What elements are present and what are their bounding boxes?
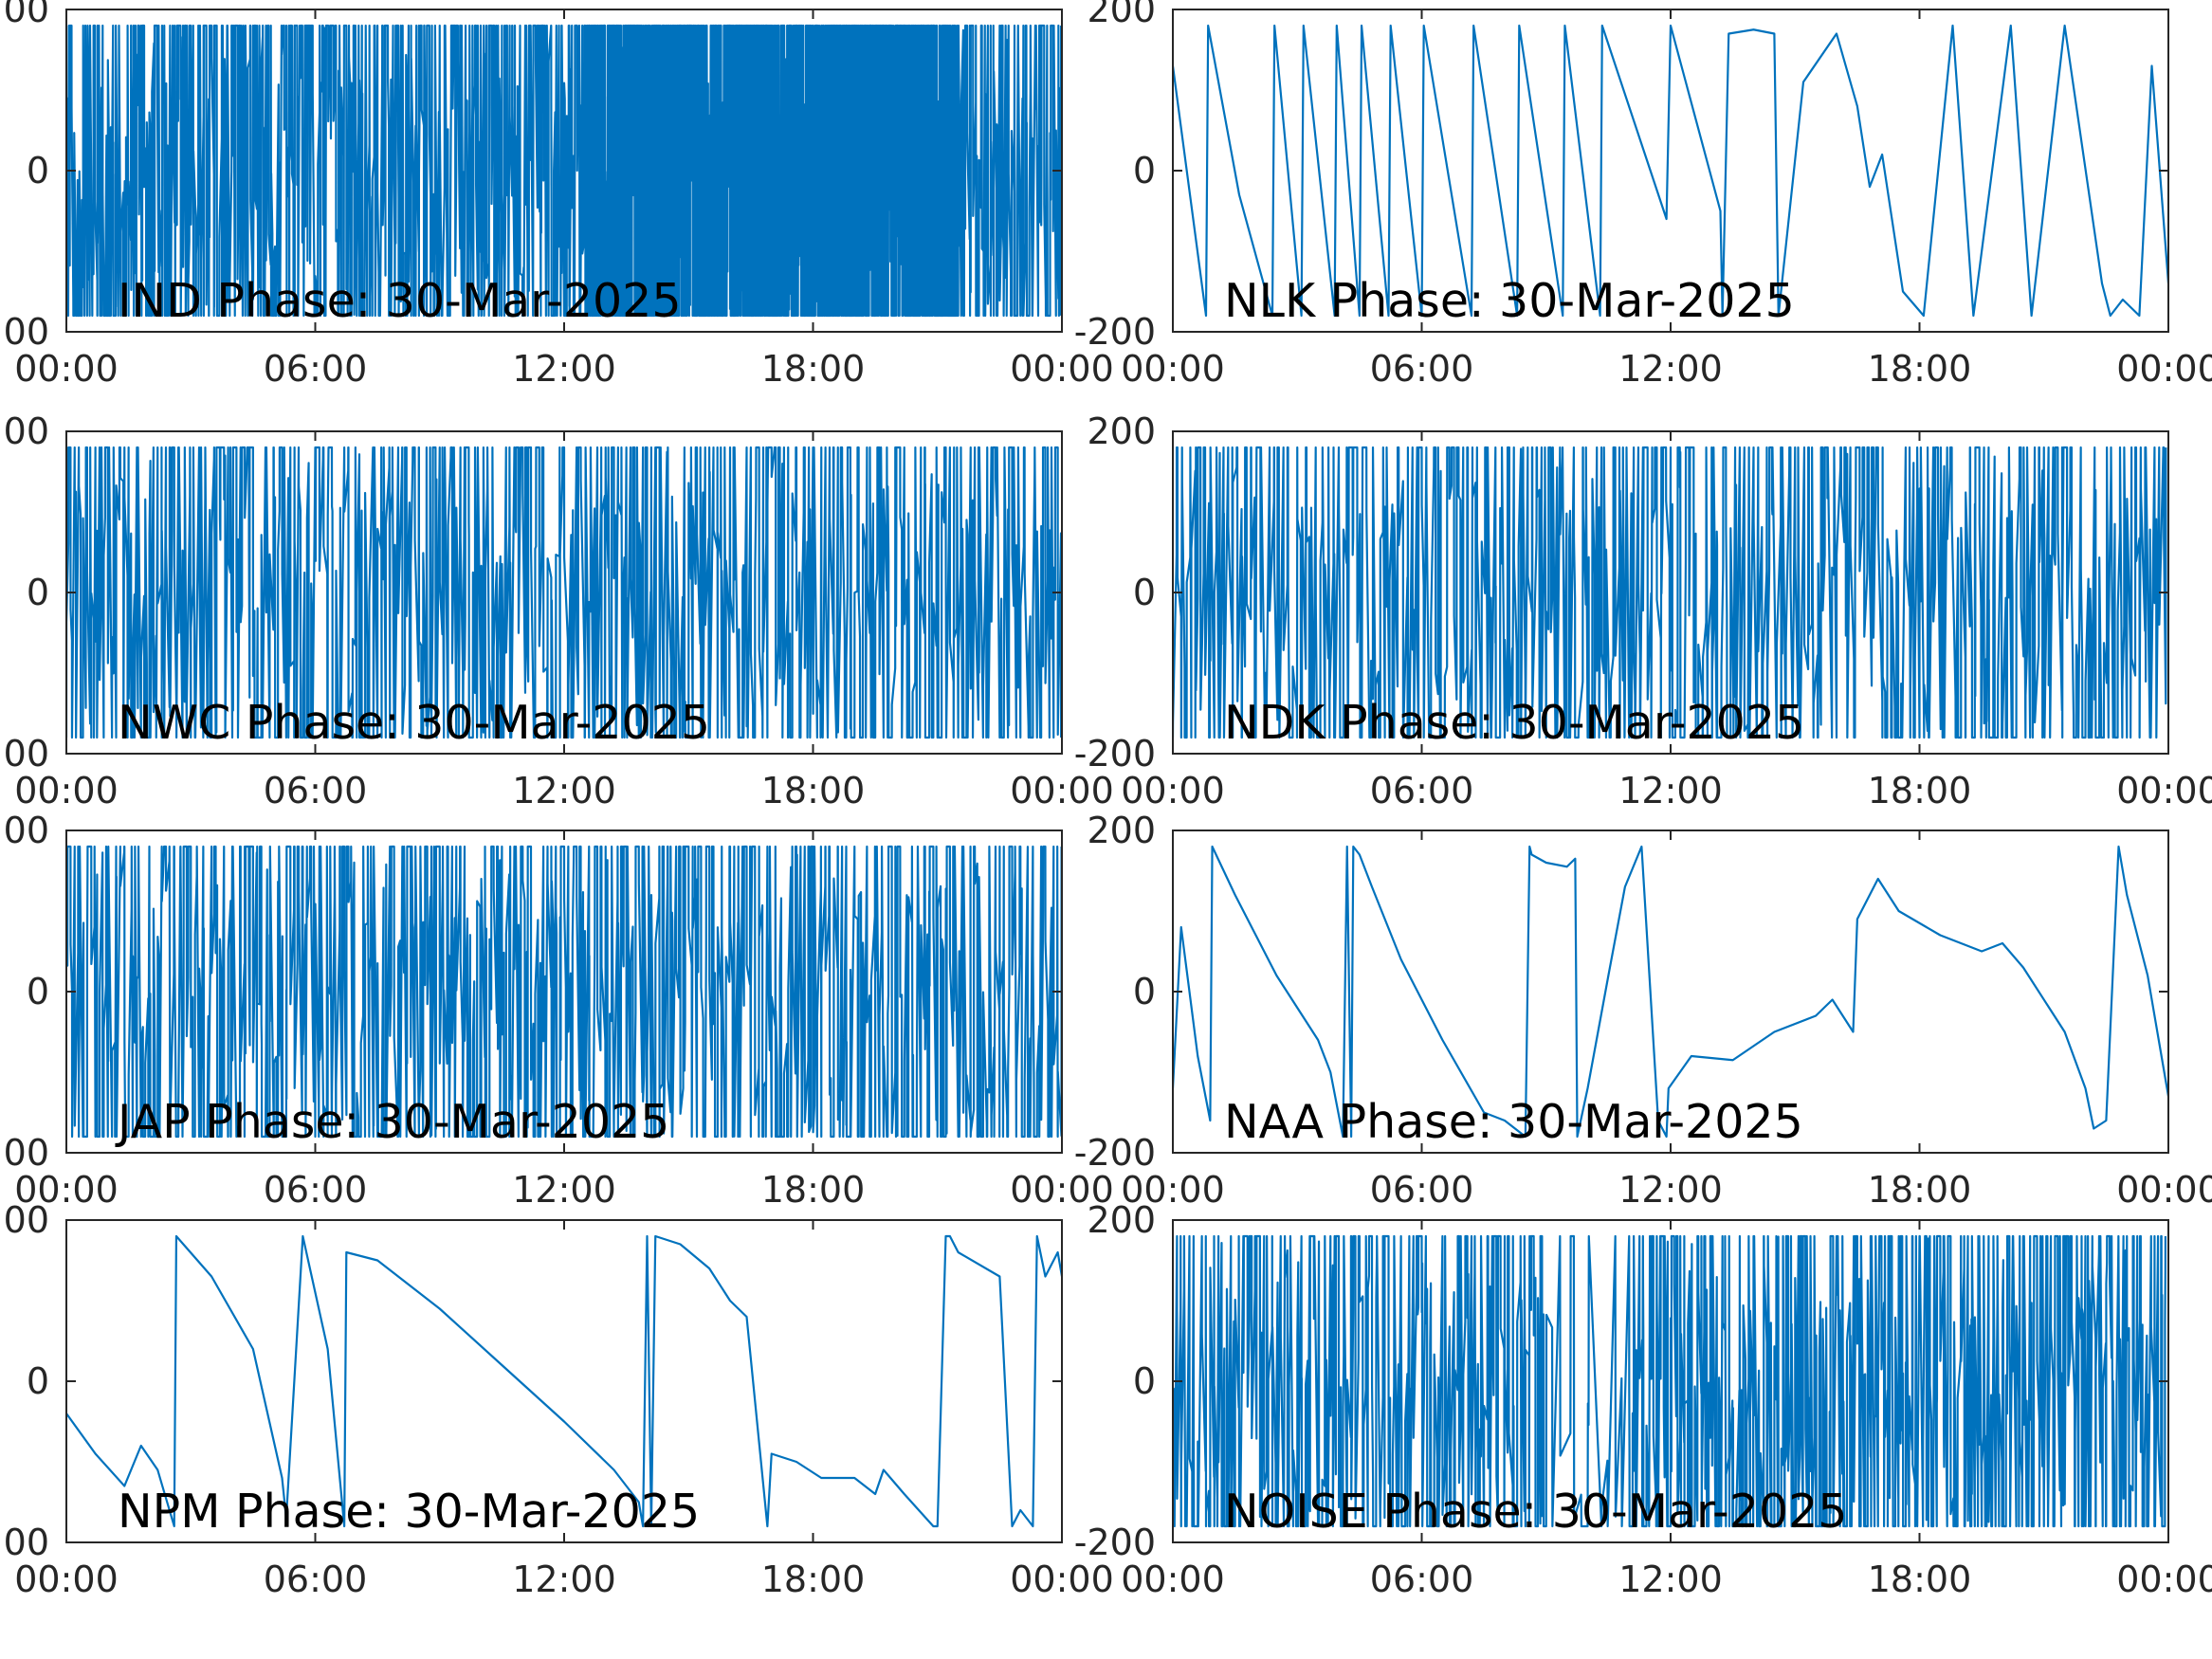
x-tick-label: 00:00 (1010, 770, 1114, 811)
y-tick-label: 0 (1133, 150, 1156, 191)
x-tick-label: 06:00 (1370, 770, 1474, 811)
x-tick-label: 18:00 (1868, 1559, 1972, 1600)
x-tick-label: 06:00 (264, 348, 368, 390)
x-tick-label: 18:00 (1868, 348, 1972, 390)
x-tick-label: 00:00 (2116, 1559, 2212, 1600)
x-tick-label: 00:00 (1121, 348, 1225, 390)
y-tick-label: -200 (0, 311, 49, 353)
x-tick-label: 00:00 (1121, 770, 1225, 811)
panel-title: NDK Phase: 30-Mar-2025 (1224, 696, 1804, 750)
y-tick-label: 200 (0, 1199, 49, 1241)
y-tick-label: -200 (0, 733, 49, 775)
panel-title: NOISE Phase: 30-Mar-2025 (1224, 1485, 1847, 1539)
y-tick-label: 200 (0, 410, 49, 452)
y-tick-label: 200 (0, 0, 49, 30)
panel-title: NAA Phase: 30-Mar-2025 (1224, 1095, 1803, 1149)
x-tick-label: 06:00 (1370, 1169, 1474, 1211)
x-tick-label: 18:00 (761, 348, 866, 390)
phase-series-line (66, 446, 1062, 739)
phase-series-line (66, 1234, 1062, 1528)
x-tick-label: 12:00 (1618, 348, 1723, 390)
x-tick-label: 00:00 (2116, 770, 2212, 811)
x-tick-label: 00:00 (1010, 348, 1114, 390)
y-tick-label: 200 (1087, 0, 1156, 30)
x-tick-label: 00:00 (14, 348, 119, 390)
x-tick-label: 12:00 (512, 1169, 616, 1211)
y-tick-label: 200 (1087, 810, 1156, 851)
x-tick-label: 18:00 (1868, 770, 1972, 811)
x-tick-label: 18:00 (761, 1169, 866, 1211)
phase-series-line (1173, 845, 2168, 1139)
y-tick-label: 200 (0, 810, 49, 851)
x-tick-label: 12:00 (512, 1559, 616, 1600)
x-tick-label: 12:00 (512, 770, 616, 811)
x-tick-label: 00:00 (1121, 1559, 1225, 1600)
y-tick-label: 200 (1087, 1199, 1156, 1241)
y-tick-label: 0 (27, 572, 49, 613)
y-tick-label: 0 (1133, 971, 1156, 1012)
y-tick-label: 0 (27, 971, 49, 1012)
x-tick-label: 06:00 (264, 1559, 368, 1600)
x-tick-label: 00:00 (14, 1169, 119, 1211)
y-tick-label: -200 (1074, 311, 1156, 353)
x-tick-label: 06:00 (1370, 1559, 1474, 1600)
y-tick-label: -200 (1074, 1522, 1156, 1563)
panel-title: NPM Phase: 30-Mar-2025 (118, 1485, 700, 1539)
y-tick-label: 0 (27, 1360, 49, 1402)
x-tick-label: 12:00 (1618, 1559, 1723, 1600)
x-tick-label: 00:00 (1010, 1169, 1114, 1211)
phase-series-line (1173, 24, 2168, 318)
phase-series-line (1173, 446, 2167, 739)
x-tick-label: 06:00 (1370, 348, 1474, 390)
x-tick-label: 00:00 (2116, 348, 2212, 390)
x-tick-label: 18:00 (761, 770, 866, 811)
y-tick-label: 0 (1133, 572, 1156, 613)
y-tick-label: -200 (1074, 1132, 1156, 1174)
x-tick-label: 00:00 (1010, 1559, 1114, 1600)
x-tick-label: 06:00 (264, 1169, 368, 1211)
x-tick-label: 00:00 (1121, 1169, 1225, 1211)
x-tick-label: 12:00 (1618, 1169, 1723, 1211)
panel-title: NWC Phase: 30-Mar-2025 (118, 696, 710, 750)
y-tick-label: 0 (27, 150, 49, 191)
x-tick-label: 12:00 (1618, 770, 1723, 811)
x-tick-label: 06:00 (264, 770, 368, 811)
x-tick-label: 12:00 (512, 348, 616, 390)
phase-series-line (66, 845, 1062, 1139)
x-tick-label: 00:00 (14, 1559, 119, 1600)
y-tick-label: 200 (1087, 410, 1156, 452)
y-tick-label: -200 (1074, 733, 1156, 775)
panel-title: IND Phase: 30-Mar-2025 (118, 274, 682, 328)
y-tick-label: 0 (1133, 1360, 1156, 1402)
panel-title: NLK Phase: 30-Mar-2025 (1224, 274, 1795, 328)
phase-series-line (1173, 1234, 2166, 1528)
y-tick-label: -200 (0, 1132, 49, 1174)
x-tick-label: 00:00 (2116, 1169, 2212, 1211)
x-tick-label: 18:00 (761, 1559, 866, 1600)
phase-series-line (66, 24, 1062, 318)
panel-title: JAP Phase: 30-Mar-2025 (115, 1095, 669, 1149)
x-tick-label: 18:00 (1868, 1169, 1972, 1211)
y-tick-label: -200 (0, 1522, 49, 1563)
x-tick-label: 00:00 (14, 770, 119, 811)
